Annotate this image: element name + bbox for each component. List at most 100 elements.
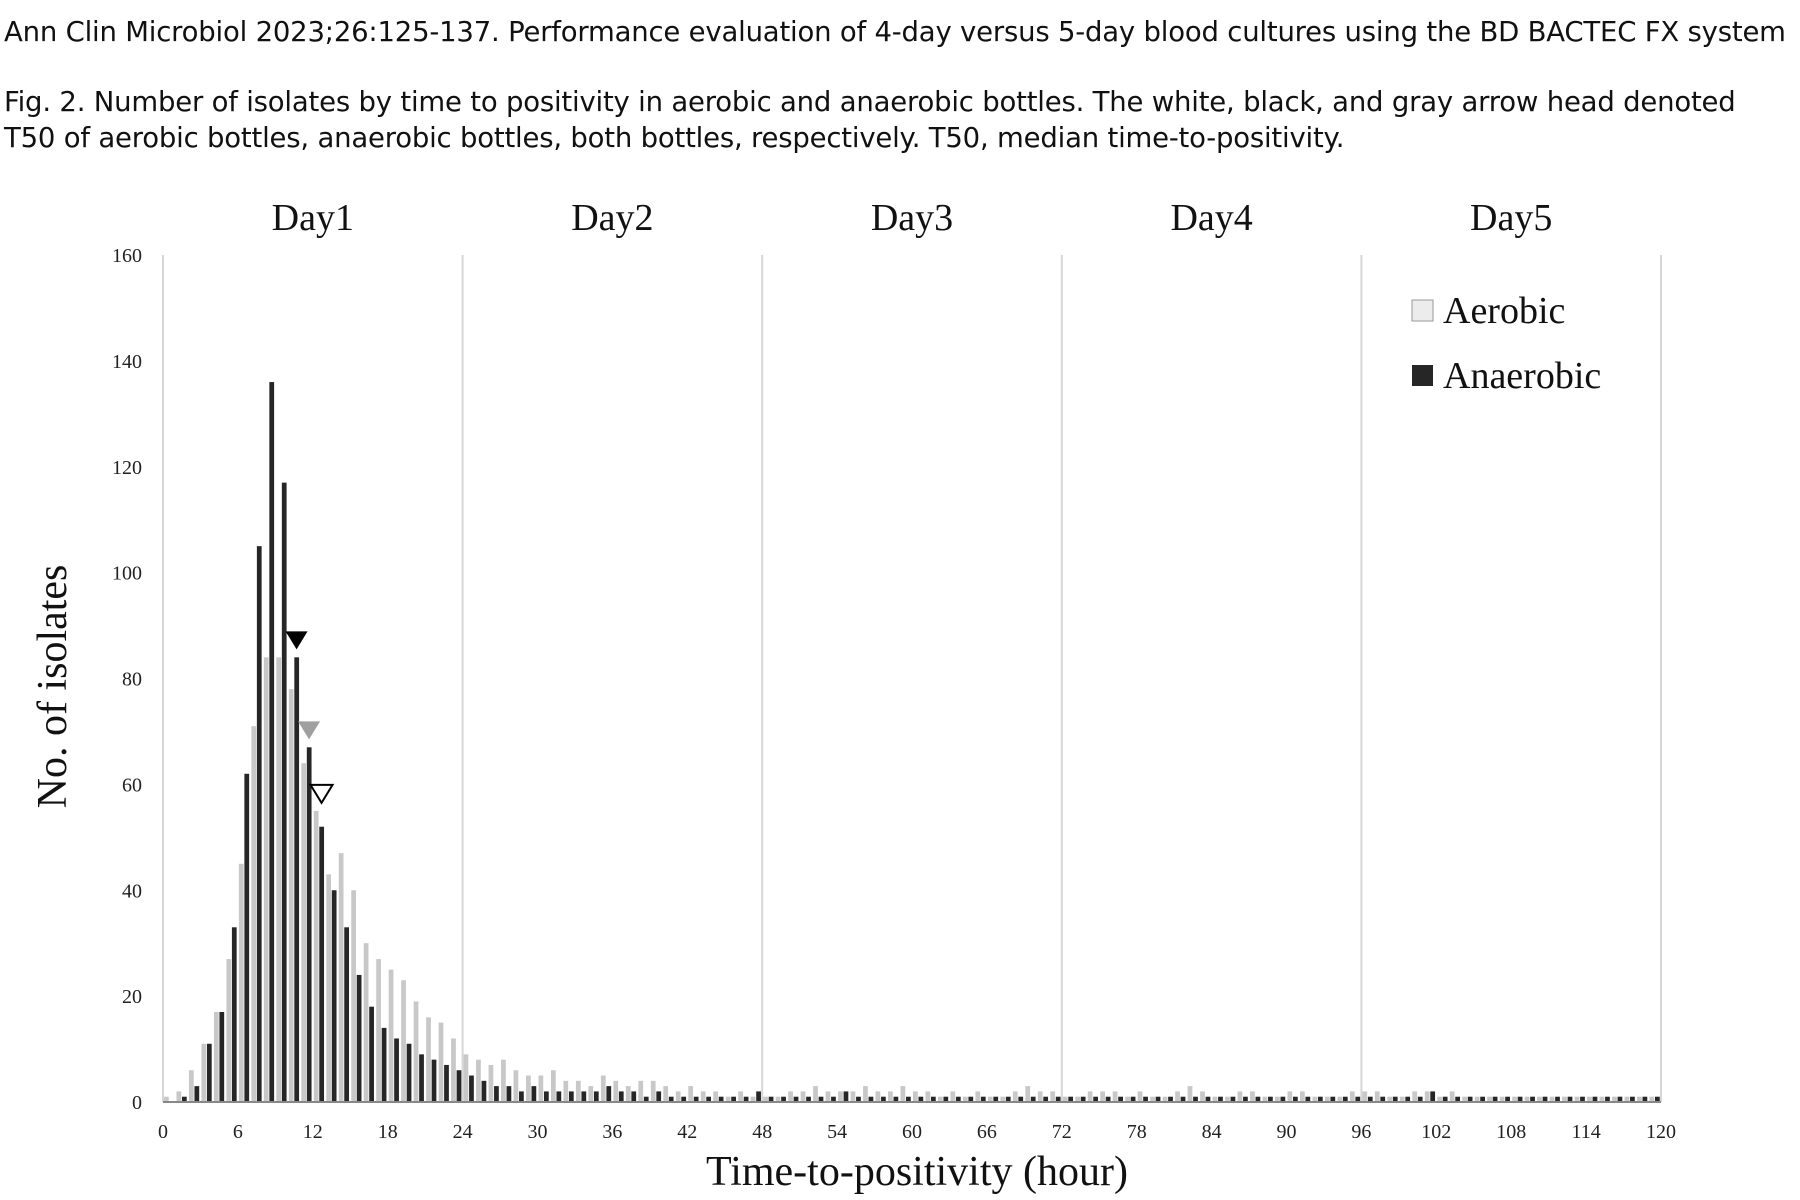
bar-aerobic bbox=[176, 1091, 182, 1102]
bar-anaerobic bbox=[906, 1096, 911, 1102]
bar-aerobic bbox=[1100, 1091, 1105, 1102]
source-citation: Ann Clin Microbiol 2023;26:125-137. Perf… bbox=[4, 16, 1786, 48]
bar-aerobic bbox=[650, 1080, 656, 1102]
y-tick-label: 0 bbox=[132, 1092, 142, 1114]
bar-aerobic bbox=[413, 1001, 419, 1102]
day-label: Day1 bbox=[272, 197, 354, 239]
bar-anaerobic bbox=[319, 826, 325, 1102]
bar-anaerobic bbox=[1442, 1096, 1448, 1102]
bar-aerobic bbox=[1087, 1091, 1093, 1102]
bar-aerobic bbox=[1299, 1091, 1305, 1102]
bar-anaerobic bbox=[381, 1027, 387, 1102]
bar-anaerobic bbox=[943, 1096, 949, 1102]
bar-anaerobic bbox=[356, 974, 362, 1102]
bar-aerobic bbox=[1537, 1096, 1542, 1102]
bar-anaerobic bbox=[1642, 1096, 1648, 1102]
bar-aerobic bbox=[1287, 1091, 1293, 1102]
bar-anaerobic bbox=[1380, 1096, 1386, 1102]
bar-anaerobic bbox=[281, 482, 287, 1103]
bar-aerobic bbox=[251, 726, 257, 1102]
bar-aerobic bbox=[1237, 1091, 1243, 1102]
bar-anaerobic bbox=[1530, 1096, 1535, 1102]
bar-aerobic bbox=[313, 810, 319, 1102]
t50-marker-gray bbox=[298, 721, 321, 740]
x-tick-label: 102 bbox=[1421, 1121, 1451, 1143]
bar-aerobic bbox=[1212, 1096, 1218, 1102]
bar-anaerobic bbox=[394, 1038, 399, 1102]
x-tick-label: 120 bbox=[1646, 1121, 1676, 1143]
bar-aerobic bbox=[1262, 1096, 1268, 1102]
bar-aerobic bbox=[1549, 1096, 1555, 1102]
bar-anaerobic bbox=[643, 1096, 649, 1102]
bar-anaerobic bbox=[1018, 1096, 1024, 1102]
bar-anaerobic bbox=[806, 1096, 811, 1102]
bar-aerobic bbox=[638, 1080, 644, 1102]
bar-aerobic bbox=[1487, 1096, 1492, 1102]
bar-aerobic bbox=[438, 1022, 444, 1102]
bar-aerobic bbox=[588, 1086, 594, 1102]
bar-aerobic bbox=[775, 1096, 781, 1102]
y-tick-label: 20 bbox=[122, 986, 142, 1008]
bar-anaerobic bbox=[581, 1091, 587, 1102]
day-label: Day5 bbox=[1470, 197, 1552, 239]
bar-aerobic bbox=[1524, 1096, 1530, 1102]
bar-aerobic bbox=[825, 1091, 831, 1102]
bar-anaerobic bbox=[431, 1059, 437, 1102]
y-tick-label: 160 bbox=[112, 245, 142, 267]
bar-anaerobic bbox=[1068, 1096, 1074, 1102]
bar-anaerobic bbox=[955, 1096, 961, 1102]
bar-aerobic bbox=[463, 1054, 469, 1102]
bar-anaerobic bbox=[731, 1096, 736, 1102]
bar-anaerobic bbox=[1305, 1096, 1311, 1102]
legend-label-anaerobic: Anaerobic bbox=[1443, 355, 1601, 397]
bar-anaerobic bbox=[768, 1096, 774, 1102]
bar-aerobic bbox=[925, 1091, 931, 1102]
x-tick-label: 24 bbox=[453, 1121, 473, 1143]
bar-aerobic bbox=[625, 1086, 631, 1102]
bar-anaerobic bbox=[531, 1086, 537, 1102]
bar-aerobic bbox=[563, 1080, 569, 1102]
x-tick-label: 6 bbox=[233, 1121, 243, 1143]
bar-anaerobic bbox=[831, 1096, 836, 1102]
t50-marker-white bbox=[308, 783, 335, 805]
bar-aerobic bbox=[1637, 1096, 1642, 1102]
bar-aerobic bbox=[1037, 1091, 1043, 1102]
bar-anaerobic bbox=[481, 1080, 487, 1102]
bar-anaerobic bbox=[930, 1096, 936, 1102]
bar-aerobic bbox=[987, 1096, 993, 1102]
bar-aerobic bbox=[750, 1096, 756, 1102]
bar-aerobic bbox=[326, 874, 332, 1102]
bar-aerobic bbox=[937, 1096, 943, 1102]
bar-anaerobic bbox=[444, 1064, 449, 1102]
bar-aerobic bbox=[888, 1091, 893, 1102]
bar-anaerobic bbox=[1005, 1096, 1011, 1102]
x-tick-label: 114 bbox=[1571, 1121, 1600, 1143]
bar-aerobic bbox=[1324, 1096, 1330, 1102]
bar-aerobic bbox=[763, 1096, 768, 1102]
bar-aerobic bbox=[488, 1064, 494, 1102]
bar-anaerobic bbox=[306, 747, 312, 1102]
bar-anaerobic bbox=[868, 1096, 874, 1102]
bar-anaerobic bbox=[1280, 1096, 1286, 1102]
bar-anaerobic bbox=[668, 1096, 674, 1102]
bar-aerobic bbox=[526, 1075, 531, 1102]
bar-anaerobic bbox=[494, 1086, 499, 1102]
bar-anaerobic bbox=[1268, 1096, 1273, 1102]
bar-aerobic bbox=[700, 1091, 706, 1102]
bar-aerobic bbox=[1000, 1096, 1006, 1102]
bar-aerobic bbox=[1012, 1091, 1018, 1102]
bar-anaerobic bbox=[1567, 1096, 1573, 1102]
bar-anaerobic bbox=[631, 1091, 637, 1102]
bar-anaerobic bbox=[331, 890, 337, 1102]
bar-anaerobic bbox=[1105, 1096, 1111, 1102]
day-label: Day2 bbox=[571, 197, 653, 239]
bar-aerobic bbox=[301, 763, 307, 1102]
bar-aerobic bbox=[1437, 1096, 1443, 1102]
bar-anaerobic bbox=[1517, 1096, 1523, 1102]
bar-aerobic bbox=[725, 1096, 731, 1102]
bar-aerobic bbox=[1649, 1096, 1655, 1102]
bar-aerobic bbox=[476, 1059, 481, 1102]
bar-aerobic bbox=[351, 890, 356, 1102]
bar-aerobic bbox=[338, 853, 344, 1102]
x-tick-label: 66 bbox=[977, 1121, 997, 1143]
